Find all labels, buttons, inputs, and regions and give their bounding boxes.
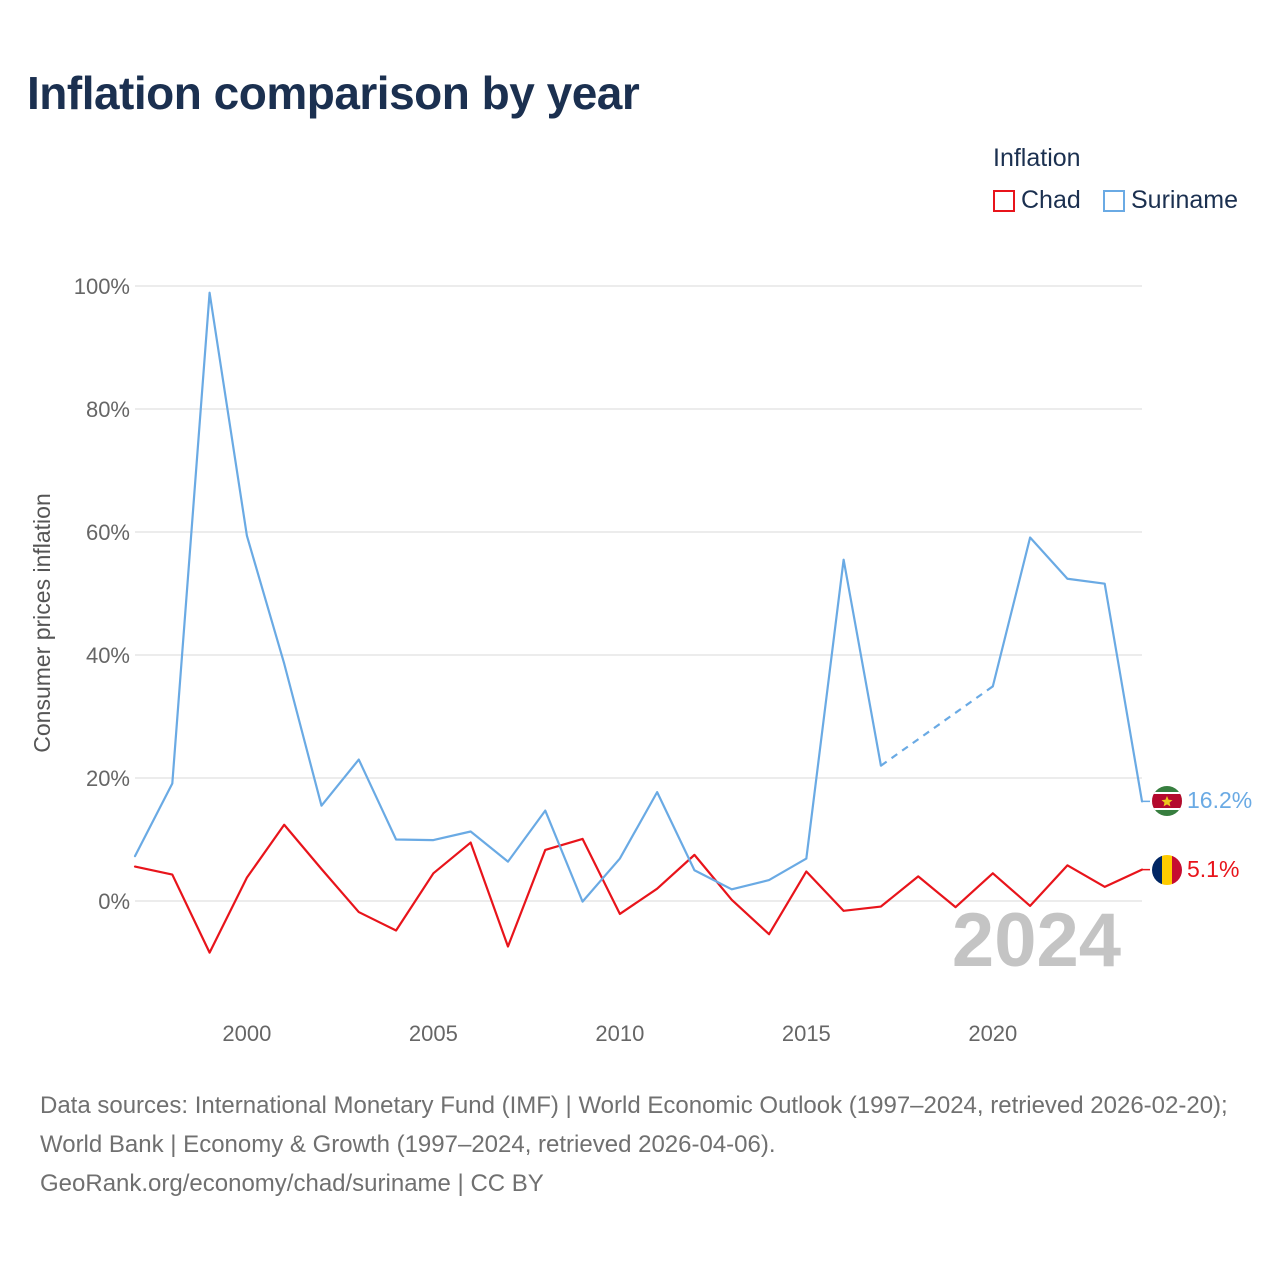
x-axis-ticks: 2000 2005 2010 2015 2020 — [222, 1021, 1017, 1046]
source-line-1: Data sources: International Monetary Fun… — [40, 1092, 1228, 1158]
chad-end-label: 5.1% — [1187, 856, 1239, 882]
y-tick-label: 0% — [98, 889, 130, 914]
y-tick-label: 60% — [86, 520, 130, 545]
series-line-suriname-seg0[interactable] — [133, 291, 883, 903]
y-tick-label: 20% — [86, 766, 130, 791]
data-source-note: Data sources: International Monetary Fun… — [40, 1086, 1250, 1203]
x-tick-label: 2020 — [968, 1021, 1017, 1046]
y-axis-ticks: 0% 20% 40% 60% 80% 100% — [74, 274, 130, 914]
legend-label-suriname: Suriname — [1131, 186, 1238, 214]
series-line-suriname-interpolated — [880, 685, 994, 767]
series-lines — [133, 291, 1150, 954]
y-tick-label: 100% — [74, 274, 130, 299]
suriname-end-label: 16.2% — [1187, 787, 1252, 813]
chart-title: Inflation comparison by year — [27, 67, 640, 119]
series-line-suriname-seg1[interactable] — [991, 536, 1144, 803]
legend-item-suriname[interactable]: Suriname — [1103, 186, 1238, 215]
y-axis-title: Consumer prices inflation — [29, 493, 55, 753]
legend-label-chad: Chad — [1021, 186, 1081, 214]
y-tick-label: 40% — [86, 643, 130, 668]
legend-swatch-chad — [993, 189, 1015, 212]
x-tick-label: 2005 — [409, 1021, 458, 1046]
legend-title: Inflation — [993, 144, 1081, 172]
x-tick-label: 2010 — [595, 1021, 644, 1046]
x-tick-label: 2000 — [222, 1021, 271, 1046]
gridlines — [135, 285, 1142, 902]
series-line-chad[interactable] — [133, 823, 1144, 954]
suriname-flag-icon — [1152, 786, 1182, 816]
legend-item-chad[interactable]: Chad — [993, 186, 1081, 215]
chad-flag-icon — [1152, 855, 1182, 885]
legend-swatch-suriname — [1103, 189, 1125, 212]
line-chart: 0%20%40%60%80%100% 2000 2005 2010 2015 2020 … — [29, 274, 1252, 1046]
source-line-2[interactable]: GeoRank.org/economy/chad/suriname | CC B… — [40, 1170, 544, 1197]
x-tick-label: 2015 — [782, 1021, 831, 1046]
year-annotation: 2024 — [952, 898, 1121, 983]
y-tick-label: 80% — [86, 397, 130, 422]
